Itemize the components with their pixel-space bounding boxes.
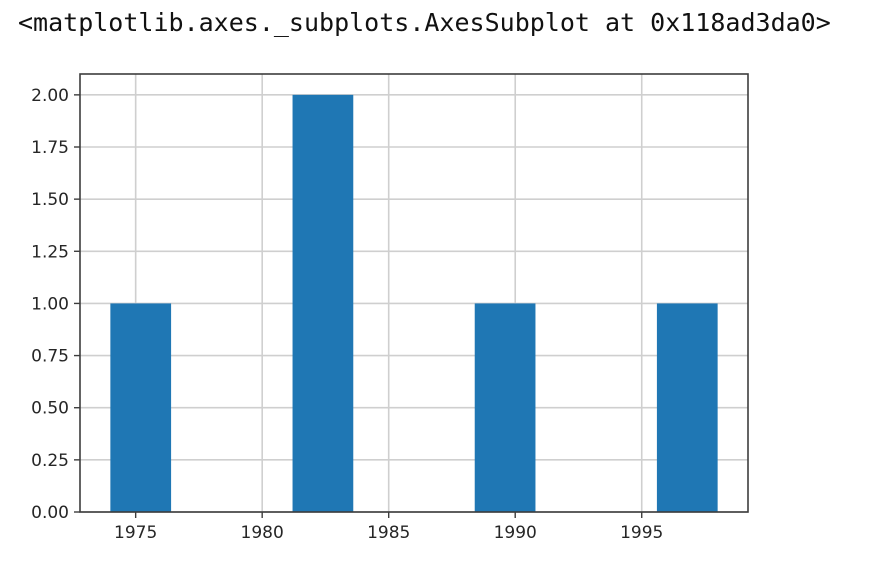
y-tick-label: 1.25 xyxy=(31,242,69,262)
histogram-bar xyxy=(474,303,536,512)
y-tick-label: 0.25 xyxy=(31,451,69,471)
y-tick-label: 0.50 xyxy=(31,399,69,419)
histogram-bar xyxy=(292,94,354,512)
y-tick-label: 0.75 xyxy=(31,347,69,367)
x-tick-label: 1980 xyxy=(241,523,284,543)
bars xyxy=(110,94,718,512)
x-tick-label: 1975 xyxy=(114,523,157,543)
y-tick-label: 2.00 xyxy=(31,86,69,106)
y-tick-label: 1.75 xyxy=(31,138,69,158)
y-tick-label: 1.50 xyxy=(31,190,69,210)
grid-lines xyxy=(80,74,748,513)
y-axis-ticks: 0.00 0.25 0.50 0.75 1.00 1.25 1.50 1.75 2.00 xyxy=(31,86,80,523)
y-tick-label: 1.00 xyxy=(31,294,69,314)
output-repr-text: <matplotlib.axes._subplots.AxesSubplot a… xyxy=(18,8,831,37)
x-tick-label: 1990 xyxy=(494,523,537,543)
y-tick-label: 0.00 xyxy=(31,503,69,523)
histogram-bar xyxy=(110,303,172,512)
histogram-bar xyxy=(656,303,718,512)
x-axis-ticks: 1975 1980 1985 1990 1995 xyxy=(114,512,663,543)
axes-frame xyxy=(79,73,749,513)
x-tick-label: 1995 xyxy=(620,523,663,543)
x-tick-label: 1985 xyxy=(367,523,410,543)
